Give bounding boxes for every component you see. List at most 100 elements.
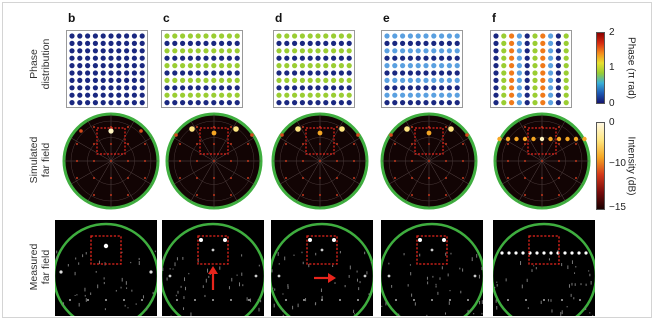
measured-speckle <box>589 273 591 277</box>
phase-dot <box>180 100 186 106</box>
phase-dot <box>400 77 406 83</box>
phase-dot <box>307 33 313 39</box>
phase-dot <box>131 92 137 98</box>
phase-dot <box>524 100 530 106</box>
phase-dot <box>446 40 452 46</box>
measured-spot <box>199 238 203 242</box>
phase-dot <box>532 77 538 83</box>
phase-dot <box>384 100 390 106</box>
phase-dot <box>415 100 421 106</box>
far-field-spot <box>195 125 199 129</box>
far-field-spot <box>427 142 431 146</box>
phase-dot <box>172 92 178 98</box>
far-field-spot <box>229 193 233 197</box>
phase-dot <box>315 77 321 83</box>
phase-dot <box>415 85 421 91</box>
measured-window-box <box>306 235 338 265</box>
phase-dot <box>439 70 445 76</box>
phase-dot <box>423 55 429 61</box>
measured-speckle <box>228 286 230 290</box>
measured-spot <box>467 299 469 301</box>
phase-dot <box>69 77 75 83</box>
phase-dot <box>85 70 91 76</box>
measured-speckle <box>282 314 284 316</box>
measured-speckle <box>409 264 411 266</box>
phase-dot <box>69 70 75 76</box>
measured-speckle <box>448 301 450 305</box>
far-field-spot <box>444 125 448 129</box>
far-field-spot <box>126 125 130 129</box>
measured-speckle <box>366 271 368 275</box>
panel-letter-d: d <box>275 11 283 25</box>
phase-dot <box>501 100 507 106</box>
measured-speckle <box>585 283 587 286</box>
phase-dot <box>415 92 421 98</box>
phase-dot <box>92 92 98 98</box>
far-field-spot <box>109 142 113 146</box>
phase-dot <box>323 55 329 61</box>
measured-speckle <box>550 299 552 302</box>
phase-dot <box>307 70 313 76</box>
phase-dot <box>116 40 122 46</box>
measured-speckle <box>560 311 562 316</box>
phase-dot <box>131 63 137 69</box>
far-field-spot <box>540 193 544 197</box>
phase-dot <box>548 92 554 98</box>
far-field-spot <box>301 159 305 163</box>
phase-grid-dots-b <box>69 33 145 106</box>
phase-dot <box>77 92 83 98</box>
phase-dot <box>187 70 193 76</box>
measured-speckle <box>292 305 294 310</box>
phase-dot <box>439 85 445 91</box>
phase-dot <box>164 100 170 106</box>
far-field-spot <box>335 193 339 197</box>
phase-dot <box>100 33 106 39</box>
phase-dot <box>226 48 232 54</box>
far-field-spot <box>212 176 216 180</box>
phase-dot <box>299 85 305 91</box>
phase-dot <box>384 48 390 54</box>
phase-dot <box>509 55 515 61</box>
phase-dot <box>307 48 313 54</box>
phase-dot <box>219 55 225 61</box>
phase-dot <box>164 48 170 54</box>
phase-dot <box>292 40 298 46</box>
far-field-spot <box>557 159 561 163</box>
measured-speckle <box>349 265 351 270</box>
phase-dot <box>454 85 460 91</box>
phase-dot <box>164 85 170 91</box>
far-field-window-box <box>414 127 444 155</box>
measured-speckle <box>231 277 233 282</box>
phase-dot <box>516 70 522 76</box>
far-field-spot <box>126 159 130 163</box>
measured-far-field-f <box>493 220 595 316</box>
far-field-grid-ring <box>70 120 152 202</box>
phase-dot <box>85 48 91 54</box>
measured-spot <box>308 238 312 242</box>
phase-dot <box>211 92 217 98</box>
measured-far-field-c <box>162 220 264 316</box>
measured-speckle <box>241 254 243 257</box>
measured-speckle <box>356 270 358 273</box>
phase-dot <box>299 100 305 106</box>
far-field-spot <box>246 176 250 180</box>
phase-dot <box>234 33 240 39</box>
far-field-spot <box>540 159 544 163</box>
phase-dot <box>307 92 313 98</box>
phase-dot <box>211 40 217 46</box>
phase-dot <box>164 70 170 76</box>
far-field-spot <box>393 142 397 146</box>
phase-dot <box>524 33 530 39</box>
phase-dot <box>548 33 554 39</box>
measured-spot <box>418 238 422 242</box>
far-field-spot <box>284 176 288 180</box>
phase-dot <box>493 92 499 98</box>
row-label-phase: Phase distribution <box>28 38 52 90</box>
measured-speckle <box>547 298 549 302</box>
phase-dot <box>431 77 437 83</box>
phase-dot <box>331 92 337 98</box>
measured-speckle <box>441 266 443 270</box>
phase-dot <box>439 92 445 98</box>
phase-dot <box>180 92 186 98</box>
phase-dot <box>203 85 209 91</box>
